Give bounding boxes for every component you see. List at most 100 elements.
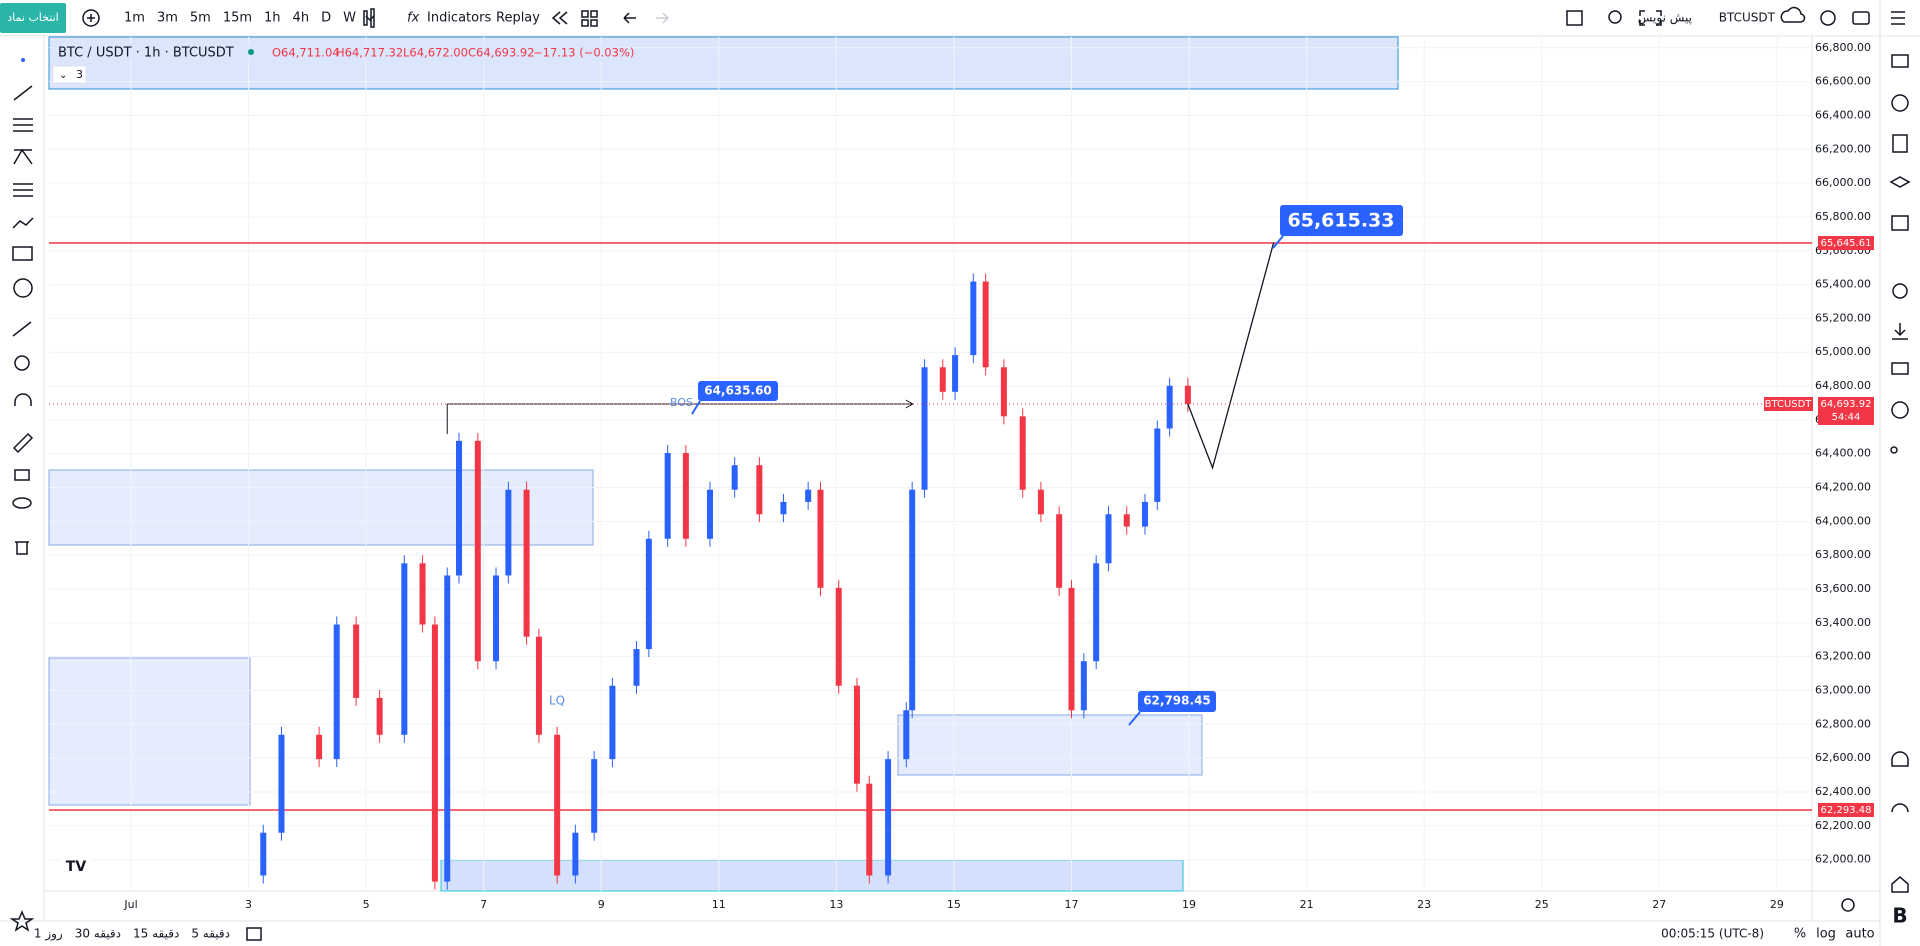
forecast-tool[interactable] [12, 217, 34, 229]
layout-icon[interactable] [581, 10, 589, 18]
candle-body [474, 440, 481, 662]
indicators-button[interactable]: Indicators [427, 11, 491, 26]
price-tick-label: 65,400.00 [1815, 278, 1871, 291]
candle-body [535, 636, 542, 735]
clock: 00:05:15 (UTC-8) [1661, 927, 1764, 941]
price-tick-label: 63,400.00 [1815, 616, 1871, 629]
menu-icon[interactable] [1891, 11, 1905, 25]
delete-tool[interactable] [15, 541, 29, 555]
time-tick-label: 27 [1652, 898, 1666, 911]
replay-button[interactable]: Replay [496, 11, 540, 26]
ruler-tool[interactable] [12, 321, 32, 337]
magnet-tool[interactable] [14, 393, 32, 406]
bos-price-box [698, 381, 778, 401]
price-tick-label: 63,000.00 [1815, 683, 1871, 696]
cloud-icon[interactable] [1780, 6, 1806, 23]
timeframe-button[interactable]: W [343, 11, 356, 26]
range-button[interactable]: 30 دقیقه [75, 927, 121, 941]
emoji-tool[interactable] [13, 278, 33, 298]
text-tool[interactable] [12, 246, 33, 261]
fx-icon[interactable]: fx [407, 11, 420, 26]
prediction-tool[interactable] [13, 183, 33, 197]
timeframe-button[interactable]: 15m [223, 11, 252, 26]
candle-body [903, 710, 910, 760]
undo-icon[interactable] [623, 12, 636, 24]
timeframe-button[interactable]: 1m [124, 11, 145, 26]
auto-toggle[interactable]: auto [1845, 927, 1874, 942]
profile-icon[interactable] [1891, 401, 1909, 419]
brand-icon[interactable]: B [1892, 904, 1907, 928]
current-symbol: BTCUSDT [1765, 399, 1813, 410]
layers-icon[interactable] [1889, 176, 1911, 188]
price-tick-label: 65,200.00 [1815, 311, 1871, 324]
percent-toggle[interactable]: % [1794, 927, 1806, 942]
timeframe-button[interactable]: 3m [157, 11, 178, 26]
bos-arrow [905, 399, 914, 409]
lock-tool[interactable] [14, 469, 30, 481]
candle-body [444, 575, 451, 882]
level-label: 65,645.61 [1821, 238, 1872, 249]
cursor-tool[interactable] [21, 58, 25, 62]
notes-icon[interactable] [1892, 134, 1908, 153]
candle-body [706, 489, 713, 539]
redo-icon[interactable] [656, 12, 669, 24]
bos-label: BOS [670, 396, 693, 409]
current-price: 64,693.92 [1821, 399, 1872, 410]
price-tick-label: 65,800.00 [1815, 210, 1871, 223]
alerts-icon[interactable] [1891, 94, 1909, 112]
candle-body [939, 367, 946, 392]
settings-icon[interactable] [1820, 10, 1836, 26]
price-tick-label: 66,400.00 [1815, 108, 1871, 121]
candle-body [817, 489, 824, 588]
range-button[interactable]: 5 دقیقه [191, 927, 230, 941]
plot: 65,645.61 62,293.48 BTCUSDT 64,693.92 54:44 [49, 236, 1874, 890]
fib-tool[interactable] [13, 118, 33, 132]
price-tick-label: 62,800.00 [1815, 717, 1871, 730]
trendline-tool[interactable] [13, 85, 33, 101]
axis-settings-icon[interactable] [1841, 898, 1855, 912]
indicator-toggle[interactable] [52, 65, 87, 84]
layout-symbol[interactable]: BTCUSDT [1719, 11, 1776, 25]
symbol-search-button[interactable] [0, 3, 66, 33]
current-symbol-tag [1764, 396, 1813, 411]
draw-mode-tool[interactable] [12, 432, 34, 454]
timeframe-button[interactable]: D [321, 11, 331, 26]
hide-tool[interactable] [12, 497, 32, 509]
range-button[interactable]: 1 روز [34, 927, 63, 942]
price-tick-label: 64,800.00 [1815, 379, 1871, 392]
price-tick-label: 64,400.00 [1815, 447, 1871, 460]
draft-label[interactable]: پیش نویس [1638, 11, 1692, 26]
favorites-icon[interactable] [9, 910, 35, 932]
notifications-icon[interactable] [1891, 751, 1909, 767]
candle-body [353, 624, 360, 698]
timeframe-button[interactable]: 5m [190, 11, 211, 26]
candle-body [1154, 428, 1161, 502]
legend: BTC / USDT · 1h · BTCUSDT O64,711.04 H64… [52, 43, 634, 84]
chart-type-icon[interactable] [363, 10, 368, 26]
timeframe-button[interactable]: 1h [264, 11, 281, 26]
expand-icon[interactable] [1639, 10, 1662, 26]
watchlist-icon[interactable] [1891, 54, 1909, 68]
download-icon[interactable] [1892, 323, 1908, 340]
pattern-tool[interactable] [13, 148, 33, 165]
home-icon[interactable] [1891, 876, 1909, 893]
fullscreen-toggle[interactable] [1566, 10, 1583, 26]
support-icon[interactable] [1891, 803, 1909, 813]
zoom-tool[interactable] [14, 355, 30, 371]
share-icon[interactable] [1890, 446, 1898, 454]
tv-logo[interactable]: TV [66, 859, 87, 875]
zoom-icon[interactable] [1608, 10, 1622, 24]
timeframe-button[interactable]: 4h [293, 11, 310, 26]
add-symbol-icon[interactable] [82, 9, 100, 27]
price-tick-label: 62,400.00 [1815, 785, 1871, 798]
grid: 66,800.00 66,600.00 66,400.00 66,200.00 66,0… [49, 37, 1871, 911]
camera-icon[interactable] [1852, 11, 1870, 25]
sidebar-settings-icon[interactable] [1892, 283, 1908, 299]
candle-body [376, 697, 383, 735]
log-toggle[interactable]: log [1816, 927, 1836, 942]
card-icon[interactable] [1891, 362, 1909, 375]
target-pointer [1272, 235, 1284, 249]
range-button[interactable]: 15 دقیقه [133, 927, 179, 941]
goto-date-icon[interactable] [246, 927, 262, 941]
calendar-icon[interactable] [1891, 215, 1909, 231]
